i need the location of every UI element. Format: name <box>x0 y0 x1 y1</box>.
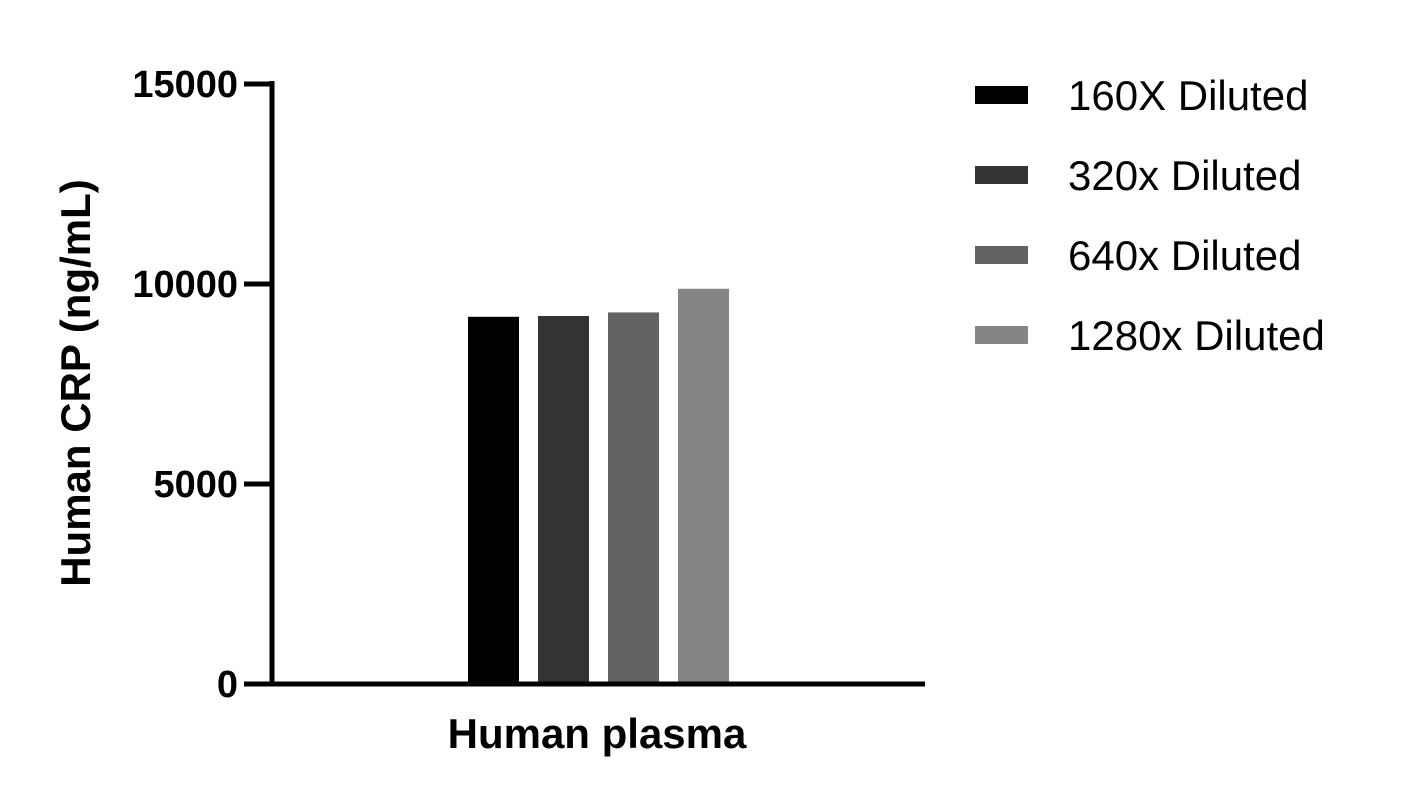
y-ticks: 0 5000 10000 15000 <box>132 64 272 706</box>
y-tick-label: 0 <box>217 664 238 706</box>
legend-label: 640x Diluted <box>1068 232 1301 279</box>
legend: 160X Diluted 320x Diluted 640x Diluted 1280… <box>975 72 1325 359</box>
legend-label: 160X Diluted <box>1068 72 1309 119</box>
x-axis-title: Human plasma <box>448 710 747 757</box>
bar-group <box>468 288 729 684</box>
bar <box>608 312 659 684</box>
bar <box>468 316 519 684</box>
y-tick-label: 5000 <box>153 464 238 506</box>
y-tick-label: 10000 <box>132 264 238 306</box>
legend-label: 320x Diluted <box>1068 152 1301 199</box>
legend-swatch <box>975 86 1028 104</box>
legend-swatch <box>975 166 1028 184</box>
axes <box>244 81 925 687</box>
legend-label: 1280x Diluted <box>1068 312 1325 359</box>
legend-swatch <box>975 246 1028 264</box>
legend-swatch <box>975 326 1028 344</box>
bar <box>538 316 589 684</box>
bar <box>678 288 729 684</box>
y-tick-label: 15000 <box>132 64 238 106</box>
y-axis-title: Human CRP (ng/mL) <box>52 179 99 587</box>
